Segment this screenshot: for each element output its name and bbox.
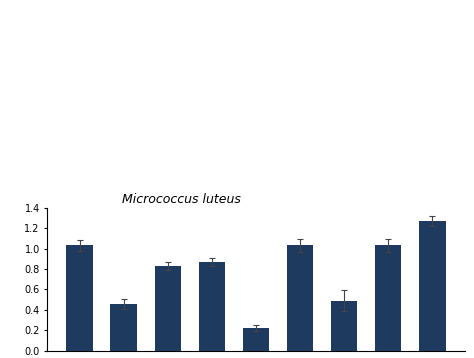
Bar xyxy=(287,246,313,351)
Bar xyxy=(199,262,225,351)
Text: Micrococcus luteus: Micrococcus luteus xyxy=(122,193,241,207)
Bar xyxy=(331,301,357,351)
Bar xyxy=(243,328,269,351)
Bar xyxy=(66,246,93,351)
Bar xyxy=(155,266,181,351)
Bar xyxy=(419,221,446,351)
Bar xyxy=(375,246,401,351)
Bar xyxy=(110,304,137,351)
